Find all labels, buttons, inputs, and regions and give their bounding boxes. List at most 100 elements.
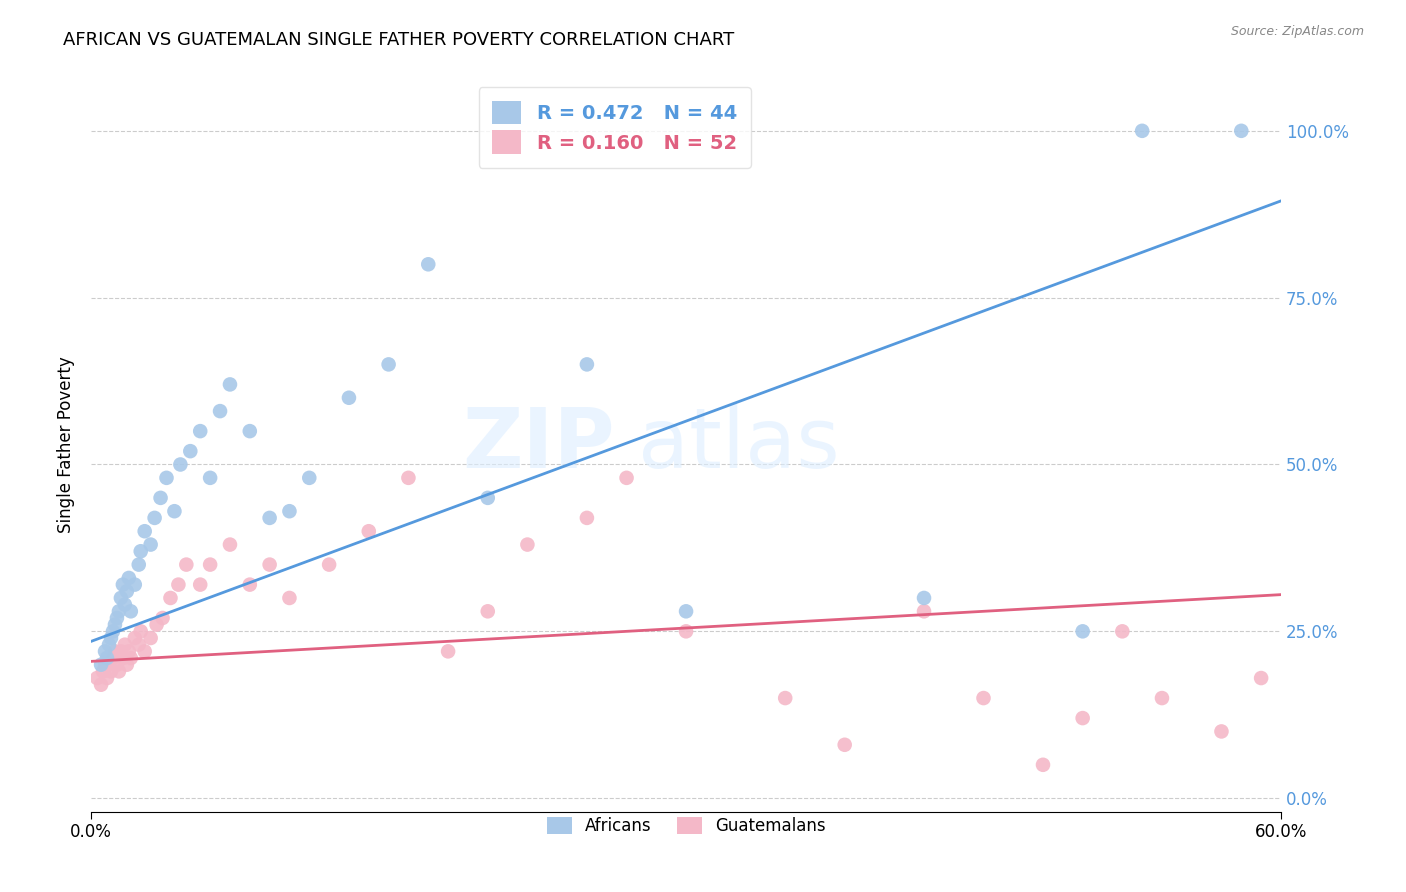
Point [278, 504, 301, 518]
Point [128, 638, 150, 652]
Point [209, 404, 232, 418]
Point [98, 638, 121, 652]
Point [159, 591, 181, 605]
Text: AFRICAN VS GUATEMALAN SINGLE FATHER POVERTY CORRELATION CHART: AFRICAN VS GUATEMALAN SINGLE FATHER POVE… [63, 31, 734, 49]
Point [115, 584, 138, 599]
Point [96, 651, 118, 665]
Point [139, 631, 162, 645]
Point [169, 458, 191, 472]
Point [616, 471, 638, 485]
Point [834, 738, 856, 752]
Point [134, 644, 156, 658]
Point [134, 524, 156, 539]
Point [167, 577, 190, 591]
Point [101, 651, 124, 665]
Point [188, 577, 211, 591]
Point [377, 358, 399, 372]
Point [120, 604, 142, 618]
Point [149, 491, 172, 505]
Point [298, 471, 321, 485]
Point [176, 558, 198, 572]
Point [90, 678, 112, 692]
Point [516, 538, 538, 552]
Point [124, 631, 146, 645]
Point [163, 504, 186, 518]
Point [152, 611, 174, 625]
Point [111, 577, 134, 591]
Point [129, 624, 152, 639]
Point [111, 651, 134, 665]
Point [129, 544, 152, 558]
Point [86, 671, 108, 685]
Point [90, 657, 112, 672]
Point [396, 471, 419, 485]
Point [219, 538, 242, 552]
Point [128, 558, 150, 572]
Point [1071, 624, 1094, 639]
Point [418, 257, 440, 271]
Point [105, 611, 128, 625]
Point [477, 491, 499, 505]
Point [101, 624, 124, 639]
Point [108, 604, 131, 618]
Point [318, 558, 340, 572]
Point [94, 644, 117, 658]
Point [1150, 691, 1173, 706]
Point [110, 644, 132, 658]
Point [155, 471, 177, 485]
Point [912, 604, 935, 618]
Point [912, 591, 935, 605]
Point [100, 631, 122, 645]
Point [259, 511, 281, 525]
Point [108, 665, 131, 679]
Text: Source: ZipAtlas.com: Source: ZipAtlas.com [1230, 25, 1364, 38]
Point [575, 511, 598, 525]
Point [575, 358, 598, 372]
Point [139, 538, 162, 552]
Point [94, 657, 117, 672]
Point [100, 665, 122, 679]
Point [437, 644, 460, 658]
Point [114, 638, 136, 652]
Point [114, 598, 136, 612]
Point [675, 604, 697, 618]
Point [115, 657, 138, 672]
Point [104, 644, 127, 658]
Point [120, 651, 142, 665]
Point [773, 691, 796, 706]
Point [1130, 124, 1153, 138]
Point [1211, 724, 1233, 739]
Point [1230, 124, 1253, 138]
Point [188, 424, 211, 438]
Point [110, 591, 132, 605]
Point [1071, 711, 1094, 725]
Point [179, 444, 201, 458]
Point [278, 591, 301, 605]
Point [198, 471, 221, 485]
Point [198, 558, 221, 572]
Point [118, 571, 141, 585]
Point [973, 691, 995, 706]
Point [91, 665, 114, 679]
Point [143, 511, 166, 525]
Point [337, 391, 360, 405]
Y-axis label: Single Father Poverty: Single Father Poverty [58, 356, 75, 533]
Point [96, 671, 118, 685]
Legend: Africans, Guatemalans: Africans, Guatemalans [538, 809, 834, 844]
Point [259, 558, 281, 572]
Point [239, 577, 262, 591]
Point [477, 604, 499, 618]
Text: atlas: atlas [638, 404, 841, 485]
Point [357, 524, 380, 539]
Point [1032, 757, 1054, 772]
Point [1250, 671, 1272, 685]
Text: ZIP: ZIP [463, 404, 614, 485]
Point [124, 577, 146, 591]
Point [675, 624, 697, 639]
Point [219, 377, 242, 392]
Point [1111, 624, 1133, 639]
Point [239, 424, 262, 438]
Point [98, 657, 121, 672]
Point [118, 644, 141, 658]
Point [145, 617, 167, 632]
